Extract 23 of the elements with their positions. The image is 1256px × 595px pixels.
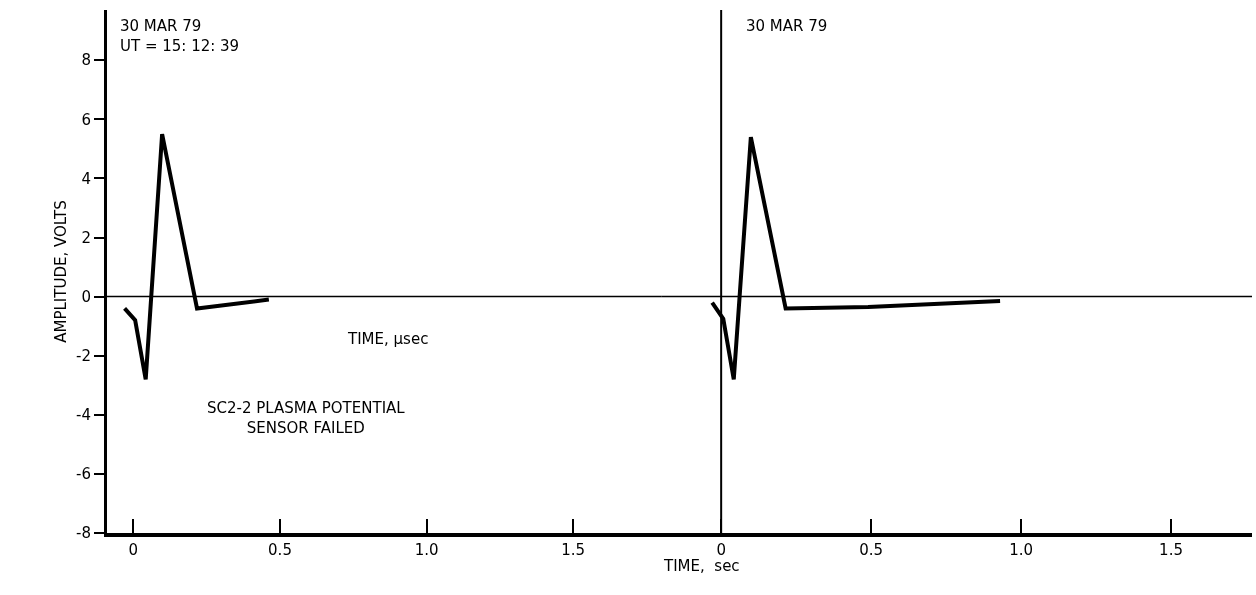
- y-tick-label: -8: [76, 524, 91, 543]
- y-tick-label: 2: [81, 228, 91, 247]
- x-tick-label: 1.0: [1009, 541, 1033, 559]
- y-axis-title: AMPLITUDE, VOLTS: [52, 200, 71, 343]
- x-tick-label: 0.5: [859, 541, 884, 559]
- x-axis-title: TIME, μsec: [347, 330, 429, 348]
- y-tick-label: 4: [81, 169, 91, 188]
- annotation: 30 MAR 79 UT = 15: 12: 39: [120, 17, 240, 55]
- y-tick-label: 0: [81, 287, 91, 306]
- annotation: SC2-2 PLASMA POTENTIAL SENSOR FAILED: [207, 399, 406, 437]
- y-tick-label: 8: [81, 51, 91, 70]
- x-axis-title: TIME, sec: [663, 557, 740, 575]
- x-tick-label: 0: [716, 541, 726, 559]
- y-tick-label: -2: [76, 346, 91, 365]
- x-tick-label: 1.0: [414, 541, 439, 559]
- x-tick-label: 0: [128, 541, 139, 559]
- x-tick-label: 0.5: [268, 541, 292, 559]
- y-tick-label: 6: [81, 110, 91, 129]
- x-tick-label: 1.5: [561, 541, 586, 559]
- annotation: 30 MAR 79: [746, 17, 828, 35]
- y-tick-label: -6: [76, 465, 91, 484]
- x-tick-label: 1.5: [1159, 541, 1183, 559]
- y-tick-label: -4: [76, 406, 91, 425]
